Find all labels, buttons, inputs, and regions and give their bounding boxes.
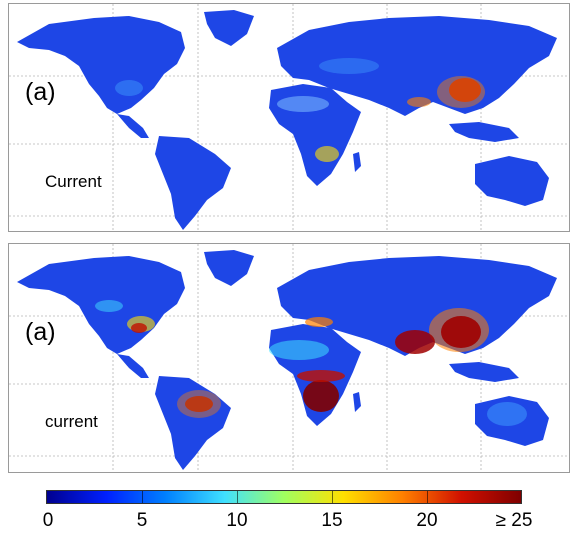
colorbar xyxy=(46,490,522,504)
greenland xyxy=(204,10,254,46)
colorbar-tick xyxy=(142,491,143,503)
colorbar-label: 5 xyxy=(136,510,148,531)
panel-title: current xyxy=(45,412,98,431)
world-map-bottom xyxy=(9,244,569,472)
map-panel-bottom: (a) current xyxy=(8,243,570,473)
continents xyxy=(17,10,557,230)
panel-letter: (a) xyxy=(25,318,56,346)
colorbar-label: ≥ 25 xyxy=(495,510,533,531)
world-map-top xyxy=(9,4,569,231)
colorbar-label: 15 xyxy=(321,510,343,531)
colorbar-tick xyxy=(332,491,333,503)
colorbar-label: 0 xyxy=(42,510,54,531)
indonesia xyxy=(449,122,519,142)
north-america xyxy=(17,16,185,114)
panel-title: Current xyxy=(45,172,102,191)
greenland xyxy=(204,250,254,286)
madagascar xyxy=(353,152,361,172)
concentration-hotspots xyxy=(95,300,527,426)
south-america xyxy=(155,376,231,470)
eurasia xyxy=(277,16,557,116)
central-america xyxy=(117,114,149,138)
map-panel-top: (a) Current xyxy=(8,3,570,232)
madagascar xyxy=(353,392,361,412)
concentration-hotspots xyxy=(115,58,485,162)
south-america xyxy=(155,136,231,230)
colorbar-label: 20 xyxy=(416,510,438,531)
colorbar-tick xyxy=(427,491,428,503)
colorbar-tick xyxy=(237,491,238,503)
panel-letter: (a) xyxy=(25,78,56,106)
continents xyxy=(17,250,557,470)
colorbar-label: 10 xyxy=(226,510,248,531)
central-america xyxy=(117,354,149,378)
australia xyxy=(475,156,549,206)
indonesia xyxy=(449,362,519,382)
